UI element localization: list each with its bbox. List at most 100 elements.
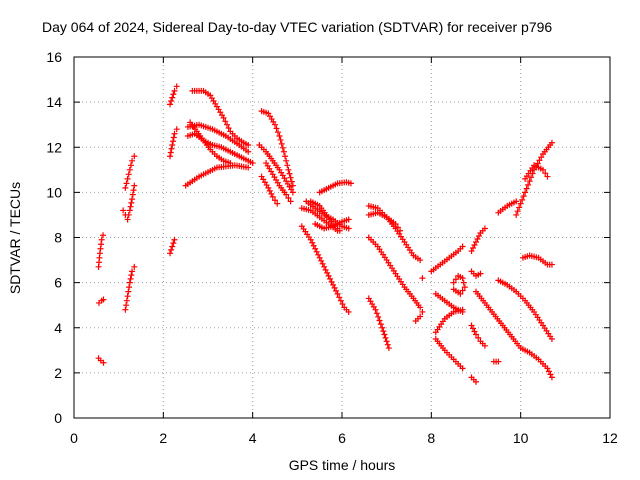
data-point <box>513 211 520 218</box>
data-point <box>173 126 180 133</box>
data-point <box>227 160 234 167</box>
data-point <box>318 257 325 264</box>
data-point <box>274 129 281 136</box>
data-point <box>460 279 467 286</box>
data-point <box>547 371 554 378</box>
data-point <box>452 276 459 283</box>
data-point <box>287 174 294 181</box>
ticks: 0 2 4 6 8 10 12 0 2 4 6 8 10 12 14 16 <box>46 49 618 446</box>
data-point <box>272 197 278 204</box>
data-point <box>382 334 389 341</box>
x-tick-label: 8 <box>427 430 435 446</box>
data-point <box>545 368 552 375</box>
data-point <box>126 279 133 286</box>
x-tick-label: 12 <box>602 430 618 446</box>
data-point <box>169 243 176 250</box>
x-tick-label: 6 <box>338 430 346 446</box>
data-point <box>245 164 252 171</box>
data-point <box>322 266 329 273</box>
data-point <box>122 184 129 191</box>
data-point <box>319 260 326 267</box>
data-point <box>282 153 289 160</box>
data-point <box>128 272 135 279</box>
chart-title: Day 064 of 2024, Sidereal Day-to-day VTE… <box>42 19 552 35</box>
y-tick-label: 8 <box>54 230 62 246</box>
data-point <box>345 216 352 223</box>
data-point <box>129 268 136 275</box>
data-point <box>128 199 135 206</box>
data-point <box>167 149 174 156</box>
data-point <box>268 190 275 197</box>
data-point <box>220 114 227 121</box>
data-point <box>548 261 555 268</box>
data-point <box>129 157 136 164</box>
y-tick-label: 0 <box>54 410 62 426</box>
data-point <box>287 198 294 205</box>
data-point <box>473 378 479 385</box>
data-point <box>171 87 178 94</box>
data-point <box>523 185 530 192</box>
data-point <box>419 275 426 282</box>
data-point <box>173 83 180 90</box>
data-point <box>520 193 527 200</box>
data-point <box>471 242 478 249</box>
y-tick-label: 2 <box>54 365 62 381</box>
data-point <box>276 132 283 139</box>
x-tick-label: 2 <box>159 430 167 446</box>
data-point <box>517 200 524 207</box>
x-axis-label: GPS time / hours <box>289 457 396 473</box>
data-point <box>265 184 272 191</box>
y-tick-label: 10 <box>46 184 62 200</box>
data-point <box>129 191 136 198</box>
data-point <box>131 182 138 189</box>
data-point <box>123 302 130 309</box>
data-point <box>127 162 134 169</box>
data-point <box>283 191 290 198</box>
data-point <box>274 200 281 207</box>
data-point <box>310 242 317 249</box>
data-point <box>417 304 424 311</box>
grid <box>74 57 610 418</box>
data-point <box>100 232 107 239</box>
data-point <box>168 145 175 152</box>
x-tick-label: 4 <box>249 430 257 446</box>
data-point <box>461 284 468 291</box>
data-point <box>313 248 320 255</box>
data-point <box>170 91 177 98</box>
data-point <box>336 294 343 301</box>
data-point <box>459 306 466 313</box>
data-point <box>542 170 549 177</box>
data-point <box>168 246 175 253</box>
data-point <box>266 187 273 194</box>
data-point <box>285 166 292 173</box>
data-point <box>548 139 555 146</box>
data-point <box>100 296 107 303</box>
data-point <box>124 293 131 300</box>
data-point <box>307 236 314 243</box>
data-point <box>384 341 391 348</box>
data-point <box>459 365 466 372</box>
data-point <box>249 160 256 167</box>
y-axis-label: SDTVAR / TECUs <box>7 182 23 294</box>
x-tick-label: 0 <box>70 430 78 446</box>
data-point <box>379 324 386 331</box>
data-point <box>170 134 177 141</box>
x-tick-label: 10 <box>513 430 529 446</box>
data-point <box>383 338 390 345</box>
data-point <box>548 336 555 343</box>
data-point <box>168 97 175 104</box>
data-point <box>477 270 484 277</box>
data-point <box>522 189 529 196</box>
data-point <box>337 297 344 304</box>
data-point <box>169 94 176 101</box>
data-point <box>538 154 545 161</box>
data-point <box>513 198 520 205</box>
data-point <box>127 275 134 282</box>
data-point <box>126 166 133 173</box>
data-point <box>376 317 383 324</box>
data-point <box>470 325 477 332</box>
data-point <box>126 284 133 291</box>
data-point <box>525 181 532 188</box>
data-point <box>277 136 284 143</box>
